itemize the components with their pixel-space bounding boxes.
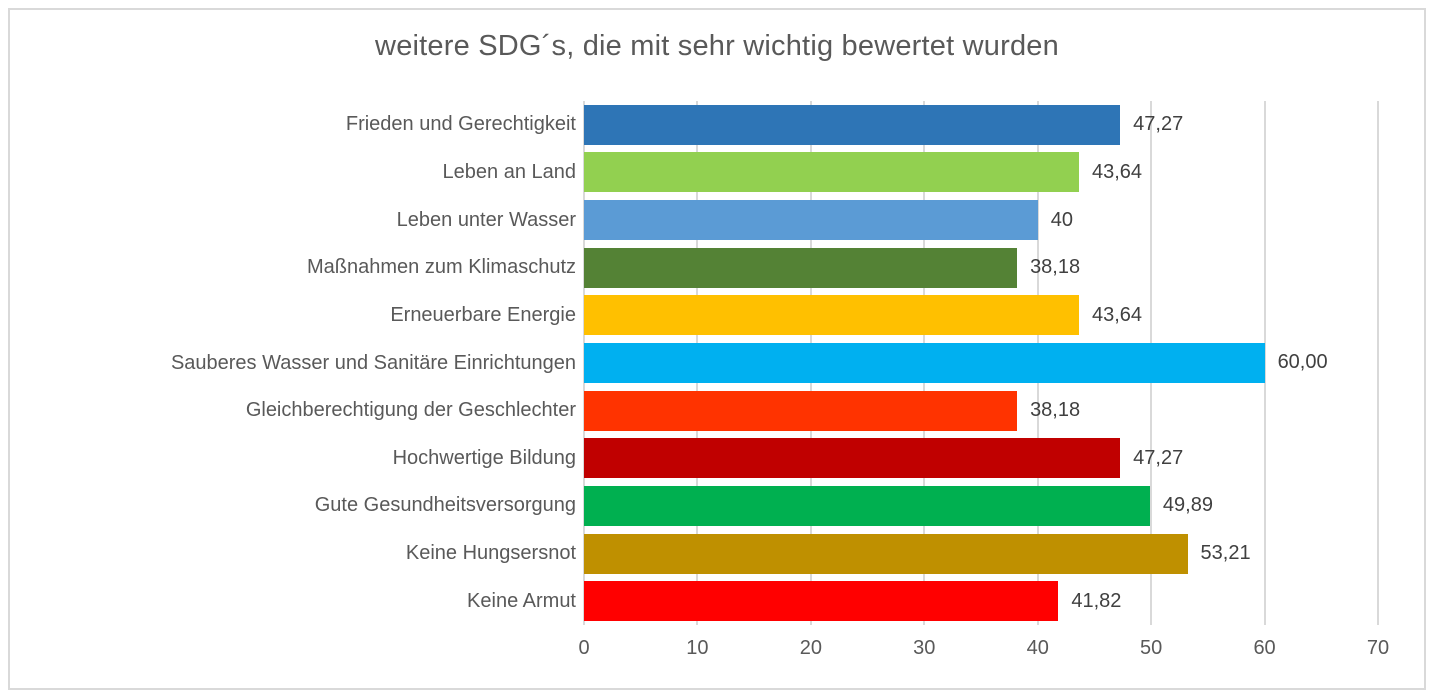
bar-row: 60,00 xyxy=(584,339,1378,387)
bar xyxy=(584,247,1018,288)
x-tick-label: 0 xyxy=(578,637,590,659)
value-label: 49,89 xyxy=(1162,494,1213,517)
value-label: 43,64 xyxy=(1092,160,1143,183)
x-tick-label: 40 xyxy=(1026,637,1049,659)
value-label: 60,00 xyxy=(1277,351,1328,374)
bar xyxy=(584,200,1038,241)
category-label: Gute Gesundheitsversorgung xyxy=(314,494,576,517)
gridline xyxy=(1377,101,1379,625)
category-label: Frieden und Gerechtigkeit xyxy=(345,113,576,136)
bar-row: 40 xyxy=(584,196,1378,244)
bar xyxy=(584,581,1059,622)
category-label: Sauberes Wasser und Sanitäre Einrichtung… xyxy=(170,351,576,374)
category-label: Keine Hungsersnot xyxy=(405,542,576,565)
bar xyxy=(584,533,1188,574)
x-tick-label: 10 xyxy=(686,637,709,659)
value-label: 47,27 xyxy=(1133,113,1184,136)
bar-row: 47,27 xyxy=(584,101,1378,149)
bar-row: 38,18 xyxy=(584,387,1378,435)
category-label: Gleichberechtigung der Geschlechter xyxy=(245,399,576,422)
x-tick-label: 60 xyxy=(1253,637,1276,659)
bar xyxy=(584,438,1121,479)
bar-row: 47,27 xyxy=(584,434,1378,482)
bar-row: 43,64 xyxy=(584,292,1378,340)
bar-row: 53,21 xyxy=(584,530,1378,578)
value-label: 38,18 xyxy=(1030,399,1081,422)
x-tick-label: 30 xyxy=(913,637,936,659)
bar-row: 38,18 xyxy=(584,244,1378,292)
plot-area: 47,27 43,64 40 38,18 43,64 60,00 38,18 47,27 49,… xyxy=(583,101,1379,625)
value-label: 43,64 xyxy=(1092,303,1143,326)
bar xyxy=(584,104,1121,145)
value-label: 41,82 xyxy=(1071,589,1122,612)
bar-row: 41,82 xyxy=(584,577,1378,625)
x-tick-label: 20 xyxy=(799,637,822,659)
category-label: Keine Armut xyxy=(467,589,576,612)
bar xyxy=(584,485,1150,526)
x-tick-label: 50 xyxy=(1140,637,1163,659)
bar xyxy=(584,152,1079,193)
chart-title: weitere SDG´s, die mit sehr wichtig bewe… xyxy=(375,30,1059,62)
bar-row: 43,64 xyxy=(584,149,1378,197)
bar xyxy=(584,342,1265,383)
bar-row: 49,89 xyxy=(584,482,1378,530)
value-label: 38,18 xyxy=(1030,256,1081,279)
category-label: Hochwertige Bildung xyxy=(392,446,576,469)
gridline xyxy=(1263,101,1266,625)
value-label: 47,27 xyxy=(1133,446,1184,469)
value-label: 40 xyxy=(1050,208,1073,231)
category-label: Leben unter Wasser xyxy=(396,208,576,231)
category-label: Leben an Land xyxy=(442,160,576,183)
value-label: 53,21 xyxy=(1200,542,1251,565)
x-tick-label: 70 xyxy=(1366,637,1390,659)
category-axis: Frieden und Gerechtigkeit Leben an Land Le… xyxy=(12,101,576,625)
category-label: Erneuerbare Energie xyxy=(390,303,576,326)
bar xyxy=(584,295,1079,336)
category-label: Maßnahmen zum Klimaschutz xyxy=(307,256,576,279)
value-axis: 0 10 20 30 40 50 60 70 xyxy=(578,625,1389,665)
bar xyxy=(584,390,1018,431)
